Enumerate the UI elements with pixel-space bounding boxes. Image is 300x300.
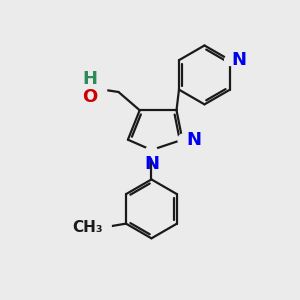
Circle shape	[225, 55, 235, 65]
Circle shape	[92, 82, 107, 96]
Text: O: O	[82, 88, 97, 106]
Circle shape	[94, 218, 111, 236]
Text: CH₃: CH₃	[72, 220, 103, 235]
Text: H: H	[82, 70, 97, 88]
Text: N: N	[231, 51, 246, 69]
Text: N: N	[144, 155, 159, 173]
Circle shape	[178, 134, 190, 146]
Circle shape	[146, 146, 158, 158]
Text: N: N	[187, 131, 202, 149]
